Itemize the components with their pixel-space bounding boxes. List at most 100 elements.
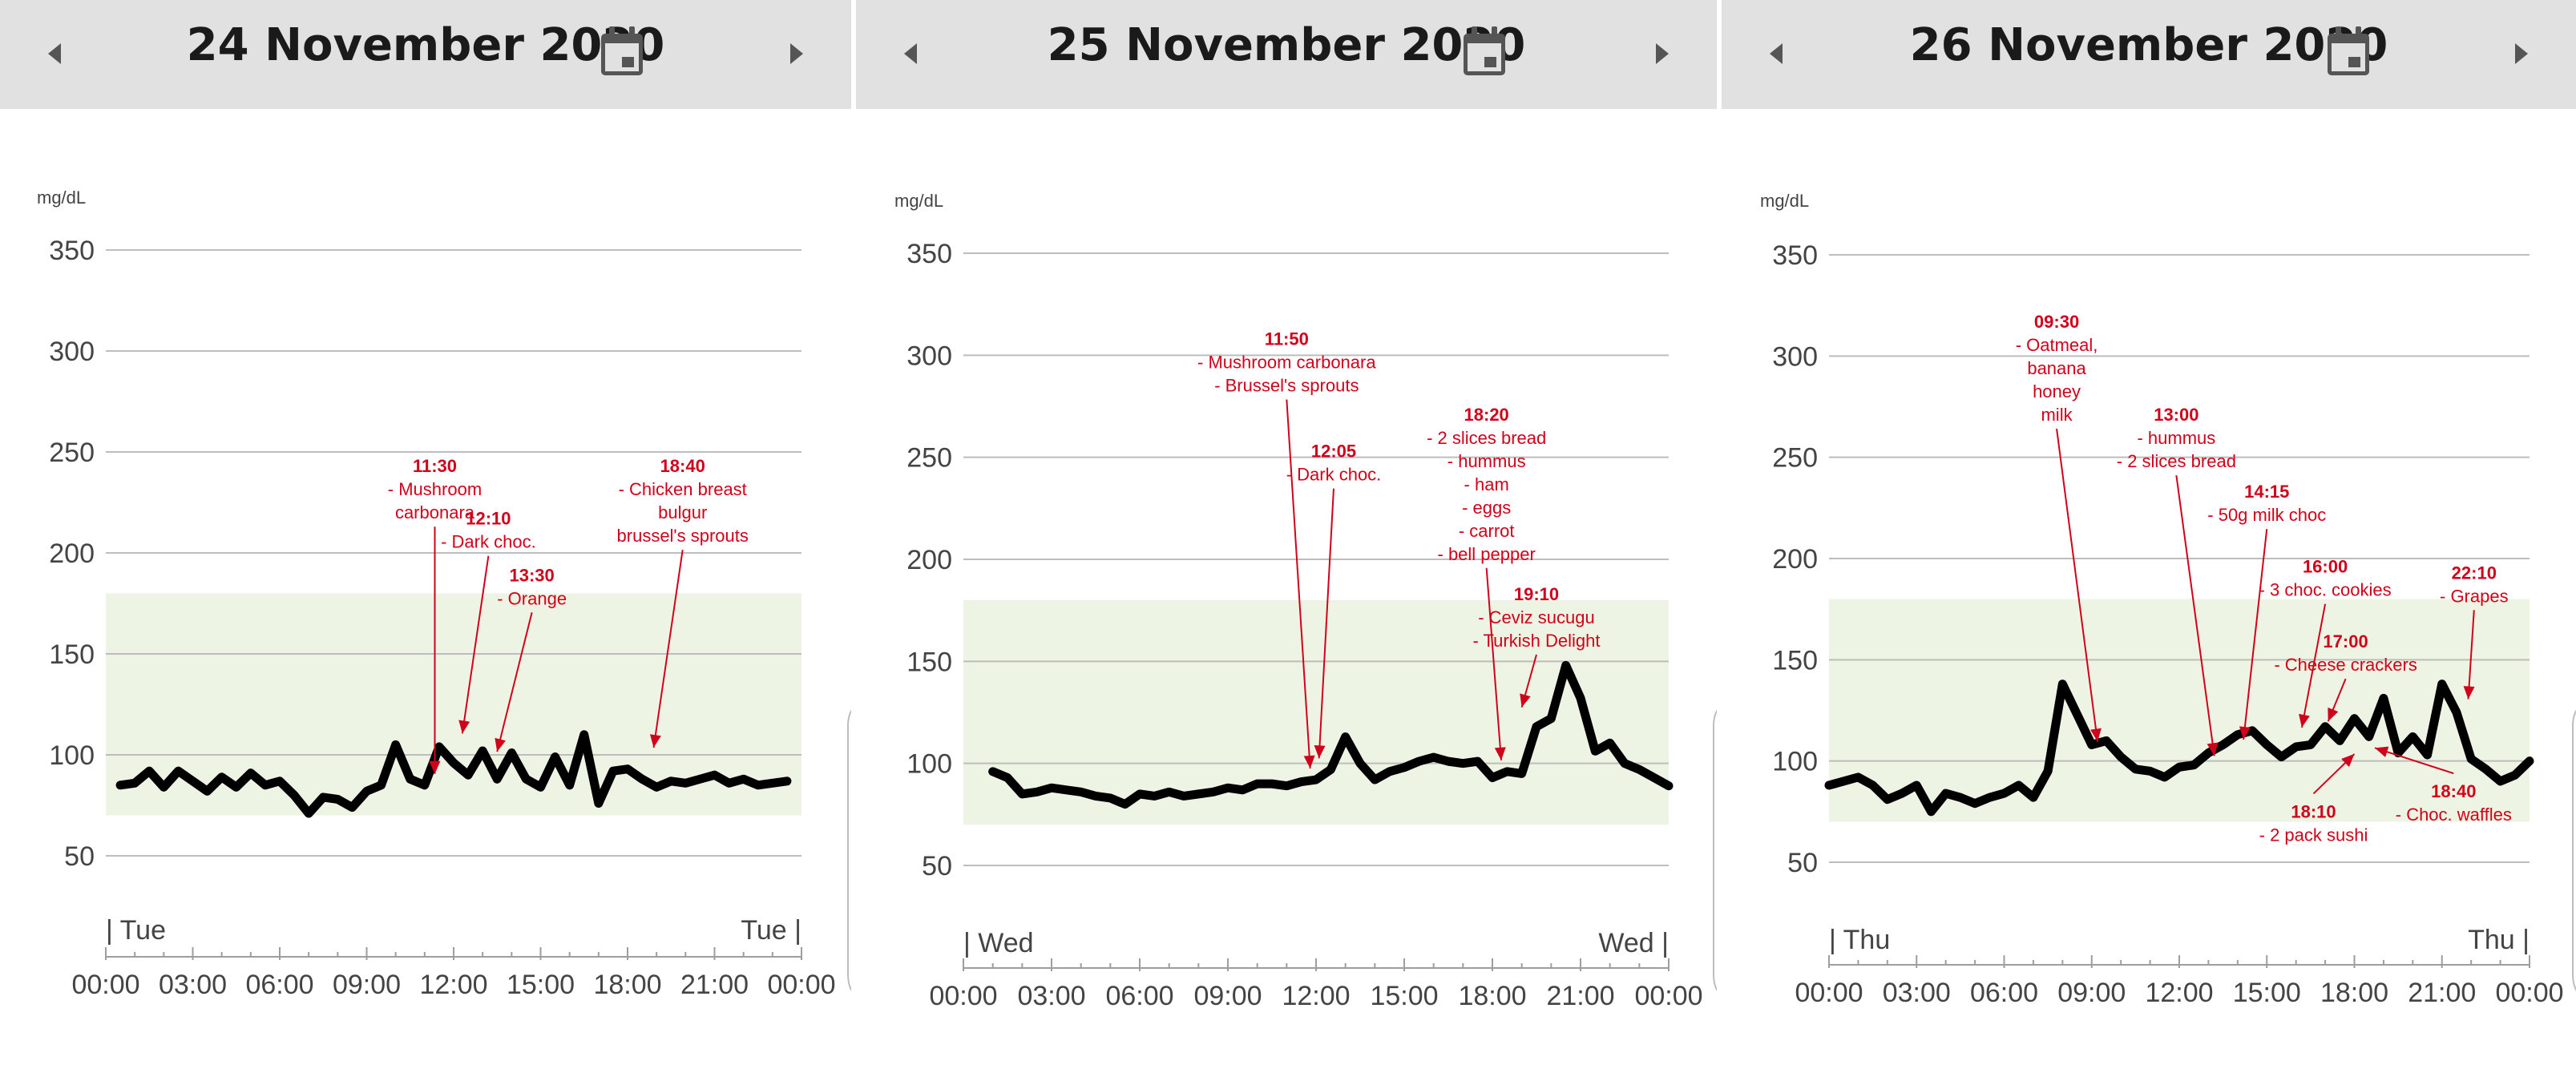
scroll-edge-bracket [1713, 709, 1717, 992]
y-tick-label: 200 [906, 545, 952, 575]
x-tick-label: 21:00 [2408, 978, 2476, 1008]
calendar-button[interactable] [598, 24, 646, 79]
glucose-chart: mg/dL 50 100 150 200 250 300 350 09:30 - Oatmeal,… [1760, 191, 2576, 1008]
previous-day-button[interactable] [891, 34, 931, 74]
annotation-arrowhead [1303, 755, 1315, 769]
annotation-time: 18:40 [660, 456, 705, 476]
triangle-left-icon [1770, 43, 1783, 64]
annotation-text: - Brussel's sprouts [1214, 376, 1359, 396]
previous-day-button[interactable] [35, 34, 75, 74]
y-tick-label: 350 [49, 236, 95, 266]
annotation-arrowhead [2328, 707, 2339, 722]
x-tick-label: 15:00 [507, 970, 575, 1000]
annotation-arrow [2300, 603, 2327, 728]
annotation-time: 12:05 [1311, 442, 1356, 462]
day-label-end: Wed | [1598, 928, 1669, 958]
day-label-start: | Thu [1829, 925, 1890, 955]
glucose-series-line [988, 660, 1674, 809]
day-panel-1: 24 November 2020 mg/dL 50 100 150 200 250 300 3… [0, 0, 851, 1085]
annotation-text: - ham [1464, 474, 1509, 494]
annotation-arrowhead [429, 760, 441, 774]
calendar-icon [2328, 26, 2369, 75]
day-panel-2: 25 November 2020 mg/dL 50 100 150 200 250 300 3… [856, 0, 1717, 1085]
date-title: 24 November 2020 [186, 19, 665, 71]
meal-annotation: 18:40 - Chicken breast bulgur brussel's spr… [617, 456, 749, 748]
annotation-text: - Mushroom [388, 479, 482, 499]
glucose-chart: mg/dL 50 100 150 200 250 300 350 11:50 - Mushroom… [894, 191, 1717, 1011]
day-label-start: | Tue [106, 915, 166, 946]
y-tick-label: 100 [1772, 747, 1818, 777]
x-tick-label: 09:00 [333, 970, 401, 1000]
x-tick-label: 00:00 [2495, 978, 2563, 1008]
annotation-arrowhead [1314, 744, 1326, 759]
x-tick-label: 12:00 [2145, 978, 2213, 1008]
y-unit-label: mg/dL [1760, 191, 1809, 211]
annotation-arrowhead [2207, 742, 2219, 756]
calendar-button[interactable] [1460, 24, 1508, 79]
y-tick-label: 300 [49, 337, 95, 367]
annotation-text: milk [2041, 405, 2073, 425]
next-day-button[interactable] [2501, 34, 2541, 74]
annotation-time: 13:30 [510, 565, 555, 585]
y-tick-label: 200 [1772, 544, 1818, 575]
annotation-text: - Chicken breast [619, 479, 747, 499]
annotation-time: 18:10 [2291, 801, 2336, 821]
annotation-text: - eggs [1462, 498, 1511, 518]
annotation-time: 17:00 [2323, 631, 2368, 651]
x-tick-label: 15:00 [1370, 981, 1438, 1011]
annotation-arrowhead [458, 720, 470, 734]
annotation-arrow [2056, 428, 2099, 742]
x-tick-label: 06:00 [1105, 981, 1173, 1011]
x-tick-label: 00:00 [929, 981, 997, 1011]
x-tick-label: 18:00 [2320, 978, 2388, 1008]
scroll-edge-bracket [847, 709, 851, 992]
x-tick-label: 09:00 [1193, 981, 1262, 1011]
annotation-arrow [652, 550, 684, 748]
annotation-arrowhead [2341, 753, 2355, 768]
annotation-arrowhead [2299, 713, 2310, 728]
annotation-text: - bell pepper [1438, 544, 1536, 564]
meal-annotation: 09:30 - Oatmeal, banana honey milk [2016, 312, 2102, 742]
calendar-button[interactable] [2324, 24, 2372, 79]
x-tick-label: 03:00 [159, 970, 227, 1000]
x-tick-label: 00:00 [71, 970, 139, 1000]
y-tick-label: 100 [49, 740, 95, 771]
annotation-arrow [496, 612, 533, 752]
annotation-arrowhead [2463, 686, 2475, 700]
y-tick-label: 150 [906, 647, 952, 677]
annotation-text: honey [2033, 381, 2081, 401]
annotation-text: - Choc. waffles [2396, 805, 2512, 825]
annotation-text: - Turkish Delight [1473, 631, 1601, 651]
y-tick-label: 50 [1787, 848, 1818, 878]
meal-annotation: 18:10 - 2 pack sushi [2259, 753, 2368, 845]
y-tick-label: 150 [1772, 645, 1818, 676]
y-tick-label: 350 [906, 239, 952, 269]
previous-day-button[interactable] [1757, 34, 1797, 74]
meal-annotation: 18:40 - Choc. waffles [2374, 746, 2512, 825]
calendar-icon [601, 26, 643, 75]
annotation-text: - Orange [497, 588, 567, 608]
annotation-arrowhead [1494, 747, 1506, 760]
triangle-right-icon [790, 43, 803, 64]
next-day-button[interactable] [776, 34, 816, 74]
annotation-text: - Ceviz sucugu [1478, 607, 1595, 627]
meal-annotation: 11:30 - Mushroom carbonara [388, 456, 482, 774]
annotation-text: - Dark choc. [1286, 465, 1382, 485]
annotation-arrowhead [495, 737, 506, 752]
y-tick-label: 150 [49, 639, 95, 670]
annotation-text: - hummus [1447, 451, 1526, 471]
calendar-icon [1464, 26, 1505, 75]
annotation-text: - 2 slices bread [1427, 428, 1546, 448]
day-panel-3: 26 November 2020 mg/dL 50 100 150 200 250 300 3… [1722, 0, 2576, 1085]
annotation-arrowhead [2239, 726, 2251, 740]
glucose-chart: mg/dL 50 100 150 200 250 300 350 11:30 - Mushroom… [37, 188, 851, 1000]
next-day-button[interactable] [1641, 34, 1682, 74]
meal-annotation: 16:00 - 3 choc. cookies [2259, 557, 2392, 728]
meal-annotation: 13:00 - hummus - 2 slices bread [2117, 405, 2236, 756]
meal-annotation: 12:10 - Dark choc. [441, 509, 536, 734]
x-tick-label: 00:00 [1795, 978, 1863, 1008]
annotation-arrowhead [649, 734, 661, 748]
annotation-text: - 50g milk choc [2207, 505, 2326, 525]
annotation-arrow [2374, 747, 2454, 775]
meal-annotation: 19:10 - Ceviz sucugu - Turkish Delight [1473, 584, 1601, 708]
